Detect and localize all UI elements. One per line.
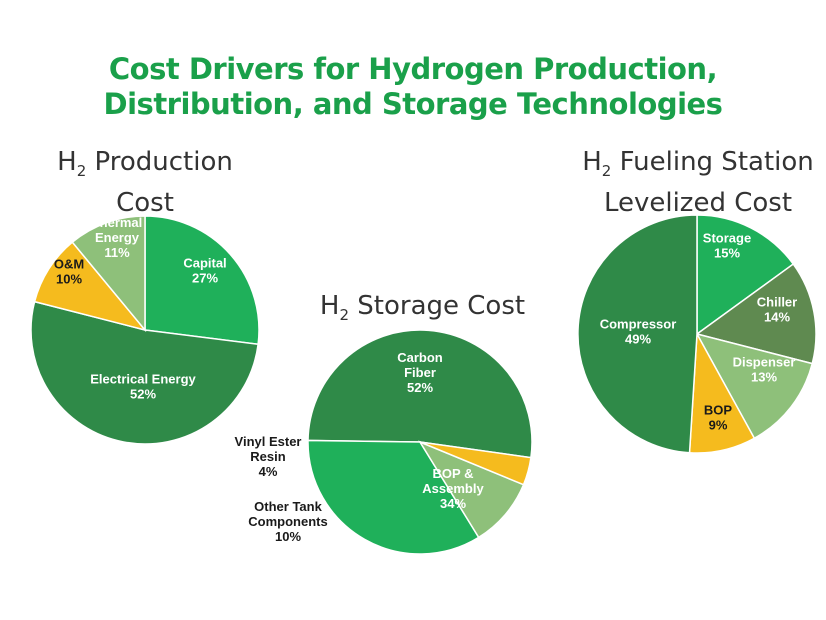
fueling-slice-compressor (577, 214, 698, 454)
production-chart-title: H2 Production Cost (30, 146, 260, 219)
fueling-slice-dispenser (695, 332, 814, 440)
fueling-title-line-2: Levelized Cost (603, 188, 793, 218)
storage-cost-pie: Carbon Fiber 52% BOP & Assembly 34% Other Tank… (235, 329, 533, 555)
storage-label-other-tank-components: Other Tank Components 10% (248, 499, 327, 544)
production-label-electrical-energy: Electrical Energy 52% (90, 372, 196, 402)
fueling-chart-title: H2 Fueling Station Levelized Cost (570, 146, 826, 219)
production-slice-thermal-energy (71, 215, 146, 333)
production-slice-electrical-energy (30, 300, 259, 445)
production-label-capital: Capital 27% (183, 256, 226, 286)
fueling-slice-chiller (695, 263, 817, 365)
fueling-slice-storage (696, 214, 795, 336)
production-cost-pie: Capital 27% Electrical Energy 52% O&M 10% Ther… (30, 215, 260, 445)
storage-title-line-1: H2 Storage Cost (319, 291, 526, 324)
fueling-title-line-1: H2 Fueling Station (582, 147, 814, 180)
storage-label-vinyl-ester-resin: Vinyl Ester Resin 4% (235, 434, 302, 479)
production-label-o-m: O&M 10% (54, 257, 84, 287)
main-title-line-2: Distribution, and Storage Technologies (103, 87, 723, 121)
production-label-thermal-energy: Thermal Energy 11% (92, 215, 143, 260)
production-title-line-2: Cost (116, 188, 174, 218)
production-slice-o-m (33, 241, 148, 332)
fueling-label-bop: BOP 9% (704, 403, 733, 433)
production-title-line-1: H2 Production (57, 147, 233, 180)
storage-slice-vinyl-ester-resin (419, 441, 532, 486)
fueling-label-dispenser: Dispenser 13% (733, 355, 796, 385)
production-slice-capital (144, 215, 260, 346)
storage-chart-title: H2 Storage Cost (300, 290, 545, 331)
fueling-label-chiller: Chiller 14% (757, 295, 797, 325)
storage-label-bop-assembly: BOP & Assembly 34% (422, 466, 484, 511)
fueling-label-compressor: Compressor 49% (600, 317, 677, 347)
main-title: Cost Drivers for Hydrogen Production, Di… (0, 52, 826, 122)
storage-slice-carbon-fiber (307, 329, 533, 459)
main-title-line-1: Cost Drivers for Hydrogen Production, (108, 52, 718, 86)
fueling-station-cost-pie: Storage 15% Chiller 14% Dispenser 13%BOP 9% Com… (577, 214, 817, 454)
storage-label-carbon-fiber: Carbon Fiber 52% (397, 350, 443, 395)
fueling-label-storage: Storage 15% (703, 231, 751, 261)
